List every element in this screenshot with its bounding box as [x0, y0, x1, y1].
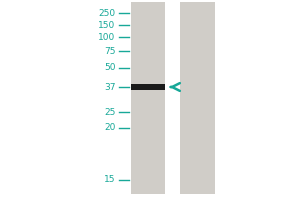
Bar: [130, 84, 165, 90]
Text: 15: 15: [104, 176, 116, 184]
Text: 75: 75: [104, 46, 116, 55]
Bar: [130, 2, 165, 194]
Text: 37: 37: [104, 82, 116, 92]
Text: 250: 250: [98, 8, 116, 18]
Text: 150: 150: [98, 21, 116, 29]
Text: 50: 50: [104, 64, 116, 72]
Text: 100: 100: [98, 32, 116, 42]
Text: 20: 20: [104, 123, 116, 132]
Bar: [180, 2, 214, 194]
Text: 25: 25: [104, 108, 116, 116]
